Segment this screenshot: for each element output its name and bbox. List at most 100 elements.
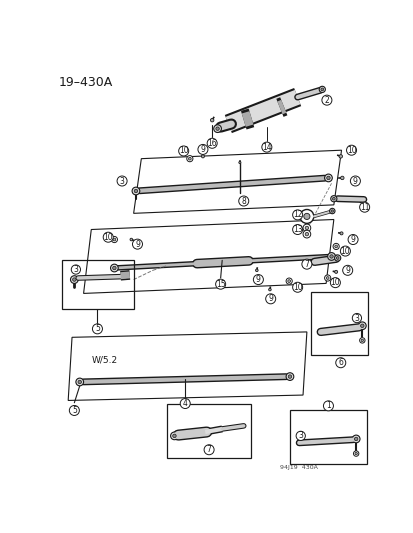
Circle shape	[330, 196, 336, 202]
Circle shape	[287, 375, 291, 378]
Circle shape	[210, 118, 214, 122]
Circle shape	[186, 156, 192, 161]
Circle shape	[204, 445, 214, 455]
Circle shape	[238, 196, 248, 206]
Circle shape	[324, 174, 332, 182]
Circle shape	[112, 266, 116, 270]
Circle shape	[92, 324, 102, 334]
Circle shape	[329, 255, 332, 258]
Circle shape	[360, 324, 363, 327]
Circle shape	[261, 142, 271, 152]
Circle shape	[304, 226, 308, 230]
Text: W/5.2: W/5.2	[91, 356, 117, 365]
Circle shape	[346, 145, 356, 155]
Circle shape	[332, 197, 335, 200]
Circle shape	[327, 253, 335, 260]
Circle shape	[132, 239, 142, 249]
Circle shape	[172, 434, 176, 438]
Text: 94J19  430A: 94J19 430A	[279, 465, 317, 470]
Text: 10: 10	[103, 233, 113, 241]
Circle shape	[238, 161, 240, 164]
Text: 12: 12	[292, 211, 301, 220]
Circle shape	[349, 176, 360, 186]
Circle shape	[353, 451, 358, 456]
Text: 10: 10	[340, 247, 349, 255]
Circle shape	[330, 278, 339, 288]
Circle shape	[285, 373, 293, 381]
Circle shape	[76, 378, 83, 386]
Circle shape	[339, 232, 342, 235]
Circle shape	[178, 146, 188, 156]
Circle shape	[304, 232, 308, 236]
Circle shape	[285, 278, 292, 284]
Circle shape	[292, 210, 302, 220]
Circle shape	[292, 282, 302, 292]
Text: 11: 11	[359, 203, 368, 212]
Text: 1: 1	[325, 401, 330, 410]
Circle shape	[213, 125, 221, 133]
Circle shape	[342, 265, 352, 276]
Circle shape	[303, 213, 309, 220]
Text: 7: 7	[304, 260, 309, 269]
Circle shape	[326, 176, 330, 180]
Circle shape	[334, 270, 337, 273]
Circle shape	[170, 432, 178, 440]
Circle shape	[301, 259, 311, 269]
Circle shape	[69, 406, 79, 415]
Circle shape	[113, 238, 116, 241]
Circle shape	[265, 294, 275, 304]
Circle shape	[215, 127, 219, 131]
Circle shape	[72, 278, 76, 281]
Text: 3: 3	[354, 313, 358, 322]
Text: 3: 3	[73, 265, 78, 274]
Circle shape	[338, 155, 342, 158]
Text: 14: 14	[261, 143, 271, 151]
Text: 9: 9	[352, 176, 357, 185]
Circle shape	[70, 276, 78, 284]
Circle shape	[78, 380, 81, 384]
Text: 4: 4	[183, 399, 187, 408]
Circle shape	[180, 399, 190, 408]
Text: 2: 2	[324, 95, 328, 104]
Circle shape	[340, 176, 343, 180]
Circle shape	[323, 401, 332, 411]
Circle shape	[351, 435, 359, 443]
Circle shape	[358, 322, 365, 329]
Circle shape	[132, 187, 140, 195]
Circle shape	[299, 209, 313, 223]
Circle shape	[335, 358, 345, 368]
Text: 9: 9	[135, 240, 140, 248]
Text: 9: 9	[200, 145, 205, 154]
Text: 9: 9	[350, 235, 355, 244]
Circle shape	[360, 339, 363, 342]
Text: 10: 10	[178, 147, 188, 156]
Circle shape	[321, 95, 331, 105]
Text: 16: 16	[207, 139, 216, 148]
Circle shape	[188, 157, 191, 160]
Circle shape	[295, 431, 305, 440]
Circle shape	[110, 264, 118, 272]
Circle shape	[354, 453, 356, 455]
Circle shape	[339, 246, 349, 256]
Circle shape	[330, 210, 333, 212]
Circle shape	[359, 202, 369, 212]
Text: 9: 9	[344, 266, 349, 275]
Circle shape	[354, 437, 357, 441]
Circle shape	[325, 277, 328, 279]
Circle shape	[332, 244, 338, 249]
Text: 10: 10	[330, 278, 339, 287]
Circle shape	[302, 224, 310, 232]
Circle shape	[359, 338, 364, 343]
Text: 15: 15	[215, 280, 225, 289]
Text: 8: 8	[241, 197, 245, 206]
Circle shape	[117, 176, 127, 186]
Text: 19–430A: 19–430A	[59, 76, 113, 90]
Circle shape	[324, 275, 330, 281]
Circle shape	[215, 279, 225, 289]
Circle shape	[268, 288, 271, 291]
Text: 3: 3	[298, 431, 302, 440]
Text: 10: 10	[292, 283, 302, 292]
Text: 9: 9	[268, 294, 273, 303]
Text: 10: 10	[346, 146, 356, 155]
Circle shape	[255, 269, 257, 272]
